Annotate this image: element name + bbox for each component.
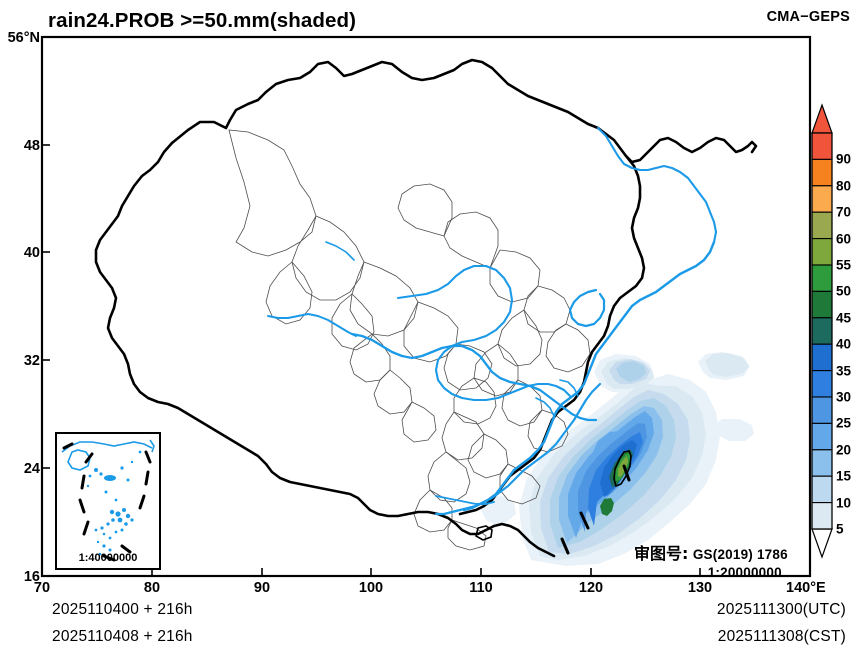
colorbar-segment — [811, 290, 833, 319]
dashed-boundary-marks — [560, 464, 631, 555]
colorbar-segment — [811, 317, 833, 345]
inset-scale-label: 1:40000000 — [78, 552, 138, 564]
footer-init-utc: 2025110400 + 216h — [52, 601, 193, 618]
colorbar — [811, 103, 833, 559]
colorbar-segment — [811, 264, 833, 292]
x-tick-7: 140°E — [786, 580, 826, 596]
footer-valid-cst: 2025111308(CST) — [717, 628, 846, 645]
x-tick-5: 120 — [578, 580, 604, 596]
colorbar-tick-15: 15 — [836, 468, 852, 484]
south-china-sea-inset — [55, 432, 161, 570]
approval-number: GS(2019) 1786 — [692, 547, 788, 562]
colorbar-segment — [811, 158, 833, 187]
x-tick-2: 90 — [253, 580, 271, 596]
china-boundaries — [94, 58, 758, 558]
footer-valid-utc: 2025111300(UTC) — [716, 601, 846, 618]
colorbar-segment — [811, 132, 833, 160]
colorbar-segment — [811, 185, 833, 213]
page-title: rain24.PROB >=50.mm(shaded) — [48, 9, 357, 32]
province-boundaries — [228, 129, 591, 551]
colorbar-tick-70: 70 — [836, 204, 852, 220]
colorbar-tick-45: 45 — [836, 310, 852, 326]
y-tick-4: 24 — [23, 461, 40, 477]
precip-shading-layer — [480, 352, 754, 566]
colorbar-segment — [811, 238, 833, 266]
x-tick-6: 130 — [687, 580, 713, 596]
approval-stamp: 审图号: GS(2019) 1786 1:20000000 — [634, 540, 788, 580]
y-tick-1: 48 — [23, 138, 40, 154]
colorbar-tick-55: 55 — [836, 257, 852, 273]
y-tick-5: 16 — [23, 569, 40, 585]
colorbar-segment — [811, 211, 833, 240]
colorbar-tick-20: 20 — [836, 442, 852, 458]
colorbar-tick-60: 60 — [836, 231, 852, 247]
colorbar-segment — [811, 370, 833, 398]
approval-label: 审图号: — [634, 544, 689, 563]
colorbar-tick-35: 35 — [836, 363, 852, 379]
colorbar-segment — [811, 475, 833, 504]
colorbar-segment — [811, 343, 833, 372]
map-scale-label: 1:20000000 — [707, 565, 782, 580]
colorbar-tick-40: 40 — [836, 336, 852, 352]
colorbar-segment — [811, 449, 833, 477]
colorbar-tick-80: 80 — [836, 178, 852, 194]
x-tick-3: 100 — [358, 580, 384, 596]
x-tick-0: 70 — [33, 580, 51, 596]
colorbar-tick-10: 10 — [836, 495, 852, 511]
y-tick-2: 40 — [23, 245, 40, 261]
colorbar-segment — [811, 396, 833, 424]
colorbar-tick-5: 5 — [836, 521, 844, 537]
colorbar-segment — [811, 502, 833, 530]
y-tick-0: 56°N — [7, 30, 40, 46]
rivers-layer — [267, 126, 718, 516]
model-label: CMA−GEPS — [766, 9, 850, 25]
x-tick-4: 110 — [469, 580, 493, 596]
x-tick-1: 80 — [143, 580, 161, 596]
colorbar-tick-90: 90 — [836, 151, 852, 167]
colorbar-tick-25: 25 — [836, 415, 852, 431]
colorbar-segment — [811, 422, 833, 451]
axis-ticks — [41, 36, 811, 577]
y-tick-3: 32 — [23, 353, 40, 369]
footer-init-cst: 2025110408 + 216h — [52, 628, 193, 645]
map-frame — [40, 35, 812, 578]
colorbar-tick-30: 30 — [836, 389, 852, 405]
colorbar-tick-50: 50 — [836, 283, 852, 299]
